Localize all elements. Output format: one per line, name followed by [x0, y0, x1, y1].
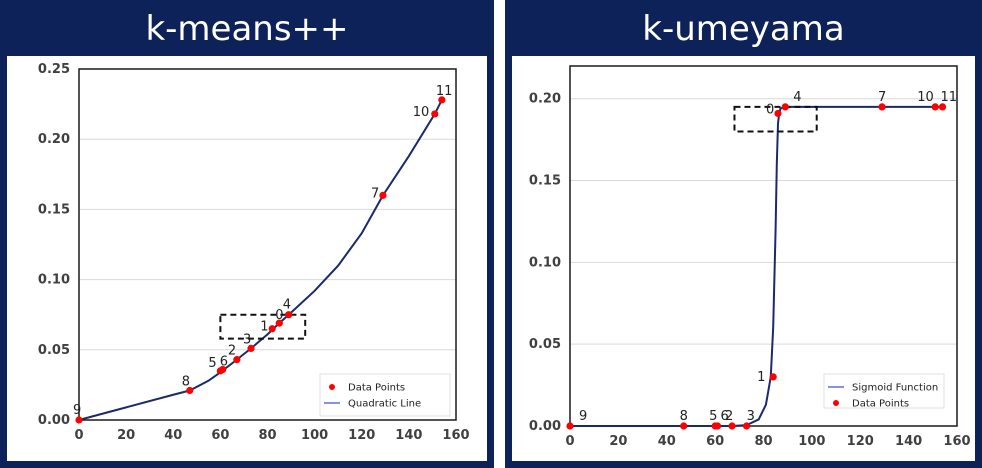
legend-box [319, 373, 451, 417]
point-label: 9 [579, 409, 587, 424]
x-tick-label: 120 [348, 428, 375, 443]
kumeyama-chart: 0.000.050.100.150.200 20 40 60 80 100 120 140 16… [529, 65, 971, 449]
data-point [219, 365, 227, 374]
point-label: 0 [275, 308, 283, 323]
data-point [268, 325, 276, 333]
point-label: 5 [208, 356, 216, 371]
panel-title: k-means++ [145, 9, 349, 49]
x-tick-label: 40 [658, 434, 676, 449]
point-label: 6 [220, 354, 228, 369]
x-tick-label: 140 [895, 434, 922, 449]
x-tick-label: 40 [164, 428, 182, 443]
data-point [247, 344, 255, 352]
y-tick-label: 0.10 [529, 255, 561, 270]
point-label: 7 [371, 186, 379, 201]
point-label: 8 [182, 375, 190, 390]
point-label: 9 [73, 403, 81, 418]
chart-area: 0.00 0.05 0.10 0.15 0.20 0 20 40 60 80 100 120 140 16… [512, 56, 975, 461]
x-tick-label: 20 [609, 434, 627, 449]
point-label: 3 [747, 409, 755, 424]
legend-marker [329, 384, 335, 390]
y-tick-label: 0.00 [529, 419, 561, 434]
kumeyama-panel: k-umeyama 0.00 0.05 0.10 0.15 0.20 0 20 40 60 80 1… [505, 0, 982, 468]
point-label: 6 [721, 409, 729, 424]
data-point [75, 416, 83, 424]
y-tick-label: 0.25 [38, 62, 70, 77]
point-label: 4 [793, 90, 801, 105]
y-tick-label: 0.05 [529, 337, 561, 352]
point-label: 10 [917, 90, 934, 105]
y-tick-label: 0.05 [38, 343, 70, 358]
point-label: 7 [878, 90, 886, 105]
x-tick-label: 160 [442, 428, 469, 443]
point-label: 8 [680, 409, 688, 424]
legend-label: Data Points [348, 383, 405, 394]
point-label: 1 [757, 370, 765, 385]
data-point [878, 103, 886, 111]
data-point [769, 373, 777, 381]
data-point [680, 422, 688, 430]
point-label: 0 [766, 102, 774, 117]
y-tick-label: 0.15 [529, 174, 561, 189]
legend-label: Quadratic Line [348, 399, 421, 410]
x-tick-label: 100 [798, 434, 825, 449]
data-point [438, 96, 446, 104]
data-point [774, 109, 782, 118]
x-tick-label: 140 [395, 428, 422, 443]
data-point [566, 422, 574, 430]
panel-title: k-umeyama [642, 9, 845, 49]
x-tick-label: 0 [74, 428, 83, 443]
data-point [938, 103, 947, 111]
point-label: 2 [228, 344, 236, 359]
highlight-box [733, 105, 818, 133]
x-tick-label: 120 [847, 434, 874, 449]
data-point [285, 311, 293, 319]
kmeans-panel: k-means++ 0.00 0.05 0.10 0.15 0.20 0.25 0 20 40 6… [0, 0, 494, 468]
data-point [431, 110, 439, 118]
series-line [78, 99, 443, 421]
y-tick-label: 0.20 [38, 132, 70, 147]
x-tick-label: 80 [754, 434, 772, 449]
highlight-box [219, 313, 307, 340]
x-tick-label: 60 [211, 428, 229, 443]
legend-marker [833, 400, 839, 406]
y-tick-label: 0.20 [529, 92, 561, 107]
point-label: 3 [243, 332, 251, 347]
point-label: 2 [725, 409, 733, 424]
data-point [233, 356, 241, 364]
x-tick-label: 80 [258, 428, 276, 443]
kmeans-chart: 0.000.050.100.150.200.250 20 40 60 80 100 120 1… [38, 62, 470, 443]
legend-label: Data Points [852, 399, 909, 410]
point-label: 4 [283, 298, 291, 313]
legend-box [823, 373, 945, 409]
x-tick-label: 60 [706, 434, 724, 449]
y-tick-label: 0.15 [38, 202, 70, 217]
point-label: 11 [436, 84, 453, 99]
data-point [186, 386, 194, 395]
x-tick-label: 160 [943, 434, 970, 449]
data-point [781, 103, 789, 111]
data-point [713, 422, 722, 430]
data-point [728, 422, 736, 430]
x-tick-label: 20 [117, 428, 135, 443]
chart-area: 0.00 0.05 0.10 0.15 0.20 0.25 0 20 40 60 80 100 120 1… [7, 56, 487, 461]
x-tick-label: 0 [565, 434, 574, 449]
data-point [275, 319, 283, 327]
point-label: 5 [709, 409, 717, 424]
y-tick-label: 0.10 [38, 273, 70, 288]
point-label: 10 [413, 105, 430, 120]
plot-frame [569, 65, 958, 427]
y-tick-label: 0.00 [38, 413, 70, 428]
data-point [379, 191, 387, 199]
legend-label: Sigmoid Function [852, 383, 938, 394]
plot-frame [78, 68, 457, 421]
data-point [931, 103, 939, 111]
x-tick-label: 100 [301, 428, 328, 443]
point-label: 1 [260, 320, 268, 335]
point-label: 11 [940, 90, 957, 105]
data-point [742, 422, 751, 430]
